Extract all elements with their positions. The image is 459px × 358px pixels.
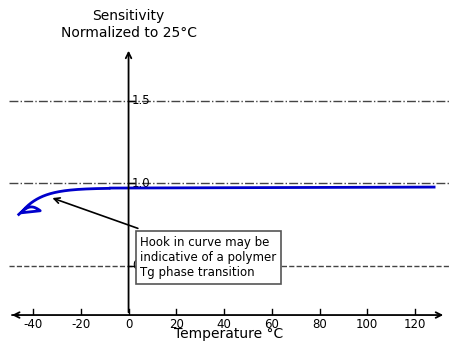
- Text: -40: -40: [23, 318, 43, 330]
- Text: 40: 40: [216, 318, 231, 330]
- Text: 60: 60: [264, 318, 279, 330]
- Text: 0.5: 0.5: [132, 259, 150, 272]
- Text: 1.5: 1.5: [132, 94, 151, 107]
- Text: -20: -20: [71, 318, 90, 330]
- Text: 100: 100: [355, 318, 378, 330]
- Text: 1.0: 1.0: [132, 176, 151, 190]
- Text: 20: 20: [168, 318, 183, 330]
- Text: 0: 0: [124, 318, 132, 330]
- Text: 80: 80: [312, 318, 326, 330]
- Text: Hook in curve may be
indicative of a polymer
Tg phase transition: Hook in curve may be indicative of a pol…: [140, 236, 276, 279]
- Text: 120: 120: [403, 318, 425, 330]
- Text: Sensitivity
Normalized to 25°C: Sensitivity Normalized to 25°C: [61, 9, 196, 40]
- Text: Temperature °C: Temperature °C: [174, 326, 283, 340]
